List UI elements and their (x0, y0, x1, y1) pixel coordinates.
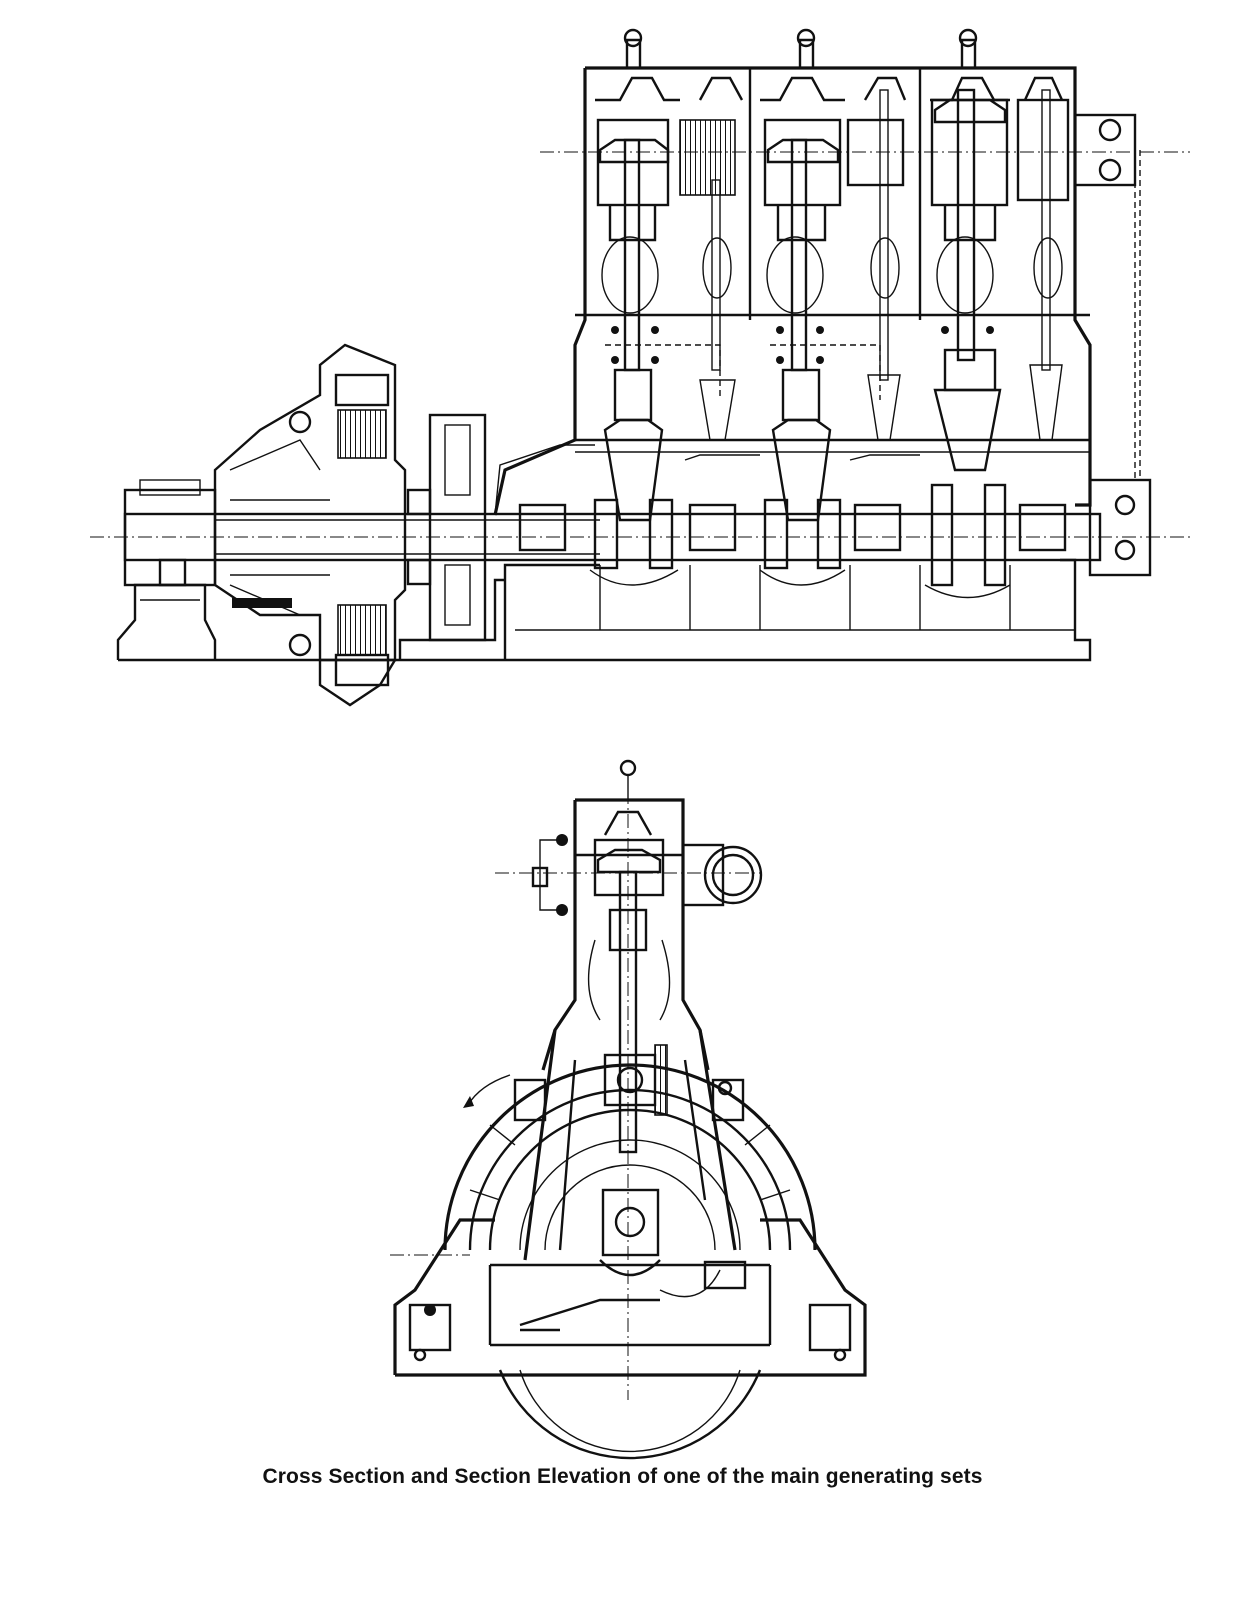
section-elevation-drawing (90, 28, 1190, 707)
cylinder-block (493, 28, 1152, 599)
generator-elevation (213, 343, 407, 707)
figure-caption: Cross Section and Section Elevation of o… (262, 1465, 983, 1488)
generator-cross-section (443, 1063, 817, 1460)
cross-section-drawing (390, 759, 867, 1460)
flywheel (406, 413, 487, 642)
